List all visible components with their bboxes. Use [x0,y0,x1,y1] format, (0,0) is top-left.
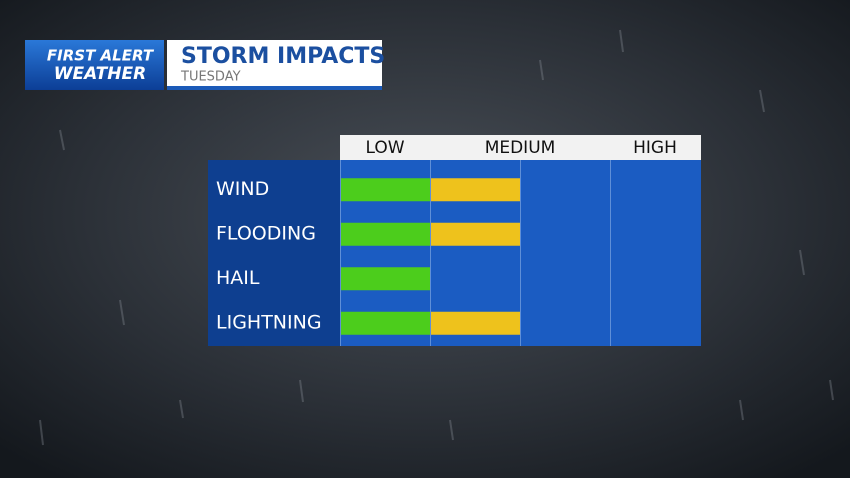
column-dividers [340,160,611,346]
bar-segment [341,311,430,335]
title-underline [167,86,382,90]
category-label: FLOODING [216,222,316,244]
rain [39,29,834,446]
category-label: LIGHTNING [216,311,322,333]
category-label: WIND [216,178,269,200]
x-tick-label: LOW [365,138,404,158]
bar-segment [431,311,520,335]
logo-box [25,40,164,90]
logo-top: FIRST ALERT [47,47,155,65]
logo-bottom: WEATHER [54,64,146,84]
title-box [167,40,382,90]
bar-segment [341,222,430,246]
bar-segment [431,222,520,246]
label-panel [208,160,340,346]
subtitle: TUESDAY [180,70,241,85]
x-tick-label: MEDIUM [485,138,556,158]
bar-segment [341,178,430,202]
bar-segment [431,178,520,202]
category-label: HAIL [216,267,260,289]
x-tick-label: HIGH [633,138,677,158]
title: STORM IMPACTS [181,44,385,69]
bar-segment [341,267,430,291]
level-header [340,135,701,160]
